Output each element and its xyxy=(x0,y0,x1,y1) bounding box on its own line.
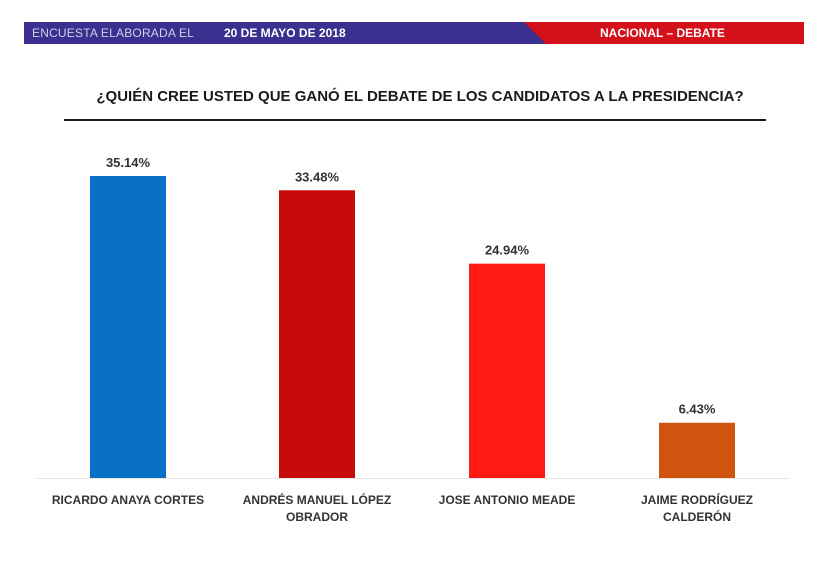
category-label-line: CALDERÓN xyxy=(663,510,731,524)
category-label-line: JOSE ANTONIO MEADE xyxy=(438,493,576,507)
banner-background xyxy=(24,22,804,44)
bar-4 xyxy=(659,422,735,478)
category-label-3: JOSE ANTONIO MEADE xyxy=(422,492,592,509)
banner-right-band xyxy=(504,22,804,44)
category-label-4: JAIME RODRÍGUEZ CALDERÓN xyxy=(612,492,782,526)
banner-section-label: NACIONAL – DEBATE xyxy=(600,26,725,40)
category-label-line: RICARDO ANAYA CORTES xyxy=(51,493,205,507)
bar-1 xyxy=(90,176,166,478)
chart-title: ¿QUIÉN CREE USTED QUE GANÓ EL DEBATE DE … xyxy=(96,88,744,105)
category-label-1: RICARDO ANAYA CORTES xyxy=(43,492,213,509)
banner-survey-label: ENCUESTA ELABORADA EL xyxy=(32,26,195,40)
category-label-line: OBRADOR xyxy=(286,510,348,524)
category-label-2: ANDRÉS MANUEL LÓPEZ OBRADOR xyxy=(232,492,402,526)
data-label-2: 33.48% xyxy=(295,169,340,184)
banner-date: 20 DE MAYO DE 2018 xyxy=(224,26,346,40)
data-label-3: 24.94% xyxy=(485,243,530,258)
banner-left-band xyxy=(24,22,546,44)
category-label-line: JAIME RODRÍGUEZ xyxy=(640,493,753,507)
header-banner: ENCUESTA ELABORADA EL 20 DE MAYO DE 2018… xyxy=(24,22,804,44)
bar-3 xyxy=(469,263,545,478)
bar-2 xyxy=(279,190,355,478)
data-label-1: 35.14% xyxy=(106,155,151,170)
data-label-4: 6.43% xyxy=(679,402,716,417)
category-label-line: ANDRÉS MANUEL LÓPEZ xyxy=(242,493,392,507)
title-underline xyxy=(64,119,766,121)
